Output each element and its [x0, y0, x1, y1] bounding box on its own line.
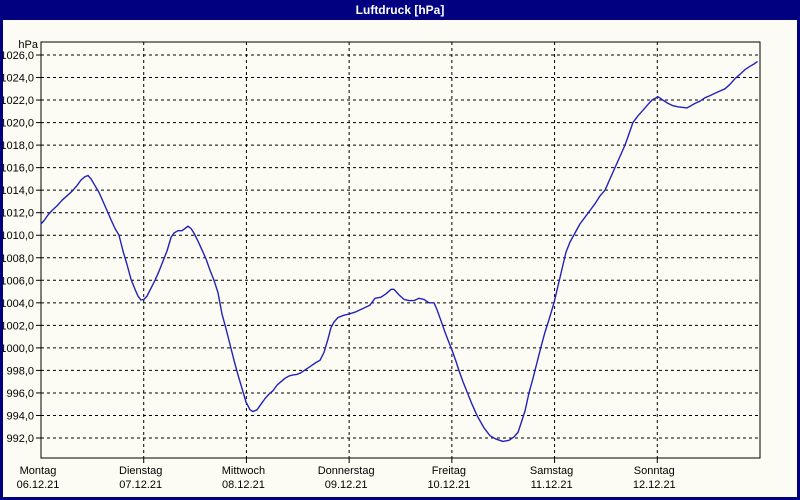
y-tick-label: 992,0	[6, 433, 34, 445]
x-day-label: Freitag	[432, 465, 466, 477]
title-bar: Luftdruck [hPa]	[0, 0, 800, 20]
x-day-label: Mittwoch	[222, 465, 265, 477]
pressure-chart: 1026,0 1024,0 1022,0 1020,0 1018,0 1016,0 1014…	[3, 39, 761, 491]
y-tick-label: 1000,0	[3, 343, 34, 355]
x-day-label: Dienstag	[119, 465, 162, 477]
x-day-label: Donnerstag	[318, 465, 375, 477]
x-date-label: 12.12.21	[633, 479, 676, 491]
y-tick-label: 1026,0	[3, 50, 34, 62]
y-tick-label: 1014,0	[3, 185, 34, 197]
x-date-label: 08.12.21	[222, 479, 265, 491]
x-day-label: Samstag	[530, 465, 573, 477]
y-tick-label: 1024,0	[3, 73, 34, 85]
x-date-label: 07.12.21	[119, 479, 162, 491]
y-tick-label: 994,0	[6, 410, 34, 422]
y-tick-label: 1008,0	[3, 253, 34, 265]
y-axis-unit-label: hPa	[18, 39, 38, 51]
y-tick-label: 1022,0	[3, 95, 34, 107]
y-tick-label: 998,0	[6, 365, 34, 377]
y-tick-label: 1016,0	[3, 163, 34, 175]
y-tick-label: 1020,0	[3, 118, 34, 130]
y-tick-label: 1010,0	[3, 230, 34, 242]
x-day-label: Montag	[20, 465, 57, 477]
x-date-label: 11.12.21	[531, 479, 573, 491]
x-date-label: 09.12.21	[325, 479, 368, 491]
chart-area: 1026,0 1024,0 1022,0 1020,0 1018,0 1016,0 1014…	[3, 20, 797, 497]
window-title: Luftdruck [hPa]	[355, 3, 445, 17]
x-date-label: 06.12.21	[17, 479, 60, 491]
pressure-line	[40, 61, 758, 443]
y-tick-label: 1004,0	[3, 298, 34, 310]
y-tick-label: 1002,0	[3, 320, 34, 332]
x-day-label: Sonntag	[634, 465, 675, 477]
y-tick-label: 1006,0	[3, 275, 34, 287]
y-tick-label: 1012,0	[3, 208, 34, 220]
x-date-label: 10.12.21	[427, 479, 470, 491]
y-tick-label: 996,0	[6, 388, 34, 400]
y-tick-label: 1018,0	[3, 140, 34, 152]
plot-border	[40, 41, 761, 459]
